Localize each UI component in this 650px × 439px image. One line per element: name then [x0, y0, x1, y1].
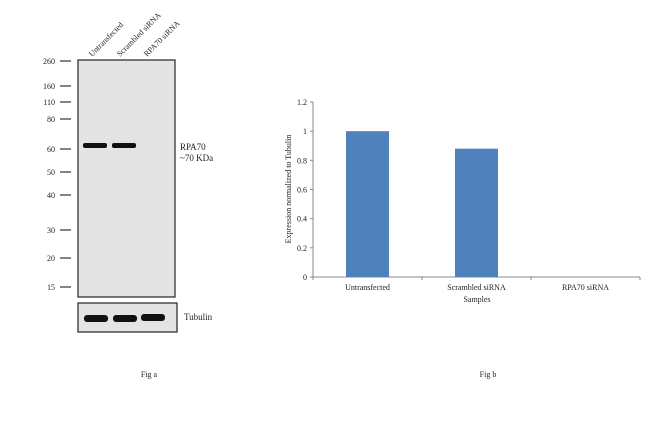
marker-label: 30 — [47, 226, 55, 235]
fig-a-caption: Fig a — [141, 370, 158, 379]
bar-chart: Expression normalized to Tubulin Samples… — [284, 98, 641, 304]
marker-label: 60 — [47, 145, 55, 154]
marker-label: 110 — [43, 98, 55, 107]
marker-label: 160 — [43, 82, 55, 91]
x-tick-label: Untransfected — [345, 283, 390, 292]
rpa70-band — [83, 143, 107, 148]
band-label-name: RPA70 — [180, 142, 206, 152]
tubulin-band — [113, 315, 137, 322]
y-tick-label: 0.4 — [297, 215, 307, 224]
x-tick-label: RPA70 siRNA — [562, 283, 609, 292]
y-tick-label: 1.2 — [297, 98, 307, 107]
blot-membrane — [77, 59, 176, 298]
tubulin-band — [141, 314, 165, 321]
y-tick-label: 0.2 — [297, 244, 307, 253]
y-axis-label: Expression normalized to Tubulin — [284, 135, 293, 244]
y-tick-label: 1 — [303, 127, 307, 136]
fig-b-caption: Fig b — [480, 370, 497, 379]
bar — [455, 148, 498, 277]
x-axis-label: Samples — [463, 295, 490, 304]
x-tick-label: Scrambled siRNA — [447, 283, 506, 292]
tubulin-label: Tubulin — [184, 312, 213, 322]
tubulin-band — [84, 315, 108, 322]
marker-label: 15 — [47, 283, 55, 292]
marker-label: 50 — [47, 168, 55, 177]
marker-label: 20 — [47, 254, 55, 263]
y-tick-label: 0.8 — [297, 156, 307, 165]
band-label-size: ~70 KDa — [180, 153, 213, 163]
bar — [346, 131, 389, 277]
lane-label: Scrambled siRNA — [115, 11, 163, 59]
marker-label: 260 — [43, 57, 55, 66]
rpa70-band — [112, 143, 136, 148]
y-tick-label: 0.6 — [297, 186, 307, 195]
marker-label: 40 — [47, 191, 55, 200]
y-tick-label: 0 — [303, 273, 307, 282]
marker-label: 80 — [47, 115, 55, 124]
